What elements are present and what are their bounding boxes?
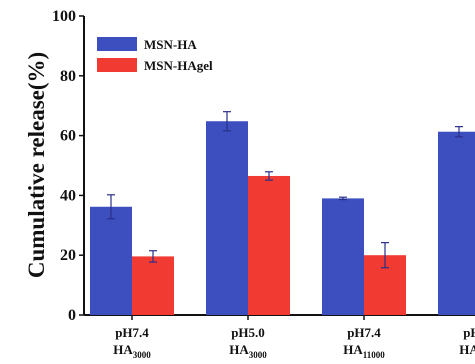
y-tick-label: 60 [60,128,76,145]
x-tick-label-main: HA [229,342,249,357]
x-tick-label-main: HA [343,342,363,357]
legend-label: MSN-HA [144,37,197,52]
y-tick-label: 100 [52,8,76,25]
x-tick-label: pH5.0 [231,325,265,340]
legend-label: MSN-HAgel [144,58,213,73]
y-tick-label: 40 [60,187,76,204]
x-tick-label: pH5.0 [463,325,475,340]
x-tick-label-subscript: 3000 [249,350,268,360]
x-tick-label: pH7.4 [347,325,381,340]
plot-area: 020406080100pH7.4HA3000pH5.0HA3000pH7.4H… [52,8,475,360]
legend-swatch [97,37,137,51]
x-tick-label-sub: HA3000 [229,342,267,360]
legend-swatch [97,58,137,72]
x-tick-label-main: HA [113,342,133,357]
x-tick-label-sub: HA11000 [459,342,475,360]
y-tick-label: 80 [60,68,76,85]
x-tick-label-subscript: 3000 [133,350,152,360]
x-tick-label-sub: HA11000 [343,342,385,360]
bar-msn-hagel [248,175,290,315]
y-tick-label: 0 [68,307,76,324]
x-tick-label-main: HA [459,342,475,357]
bar-msn-ha [322,198,364,315]
bar-msn-ha [90,206,132,315]
y-axis-title: Cumulative release(%) [24,52,49,278]
bar-msn-ha [438,131,475,315]
bar-msn-hagel [132,256,174,315]
y-tick-label: 20 [60,247,76,264]
x-tick-label-sub: HA3000 [113,342,151,360]
x-tick-label-subscript: 11000 [363,350,386,360]
bar-msn-ha [206,121,248,315]
x-tick-label: pH7.4 [115,325,149,340]
